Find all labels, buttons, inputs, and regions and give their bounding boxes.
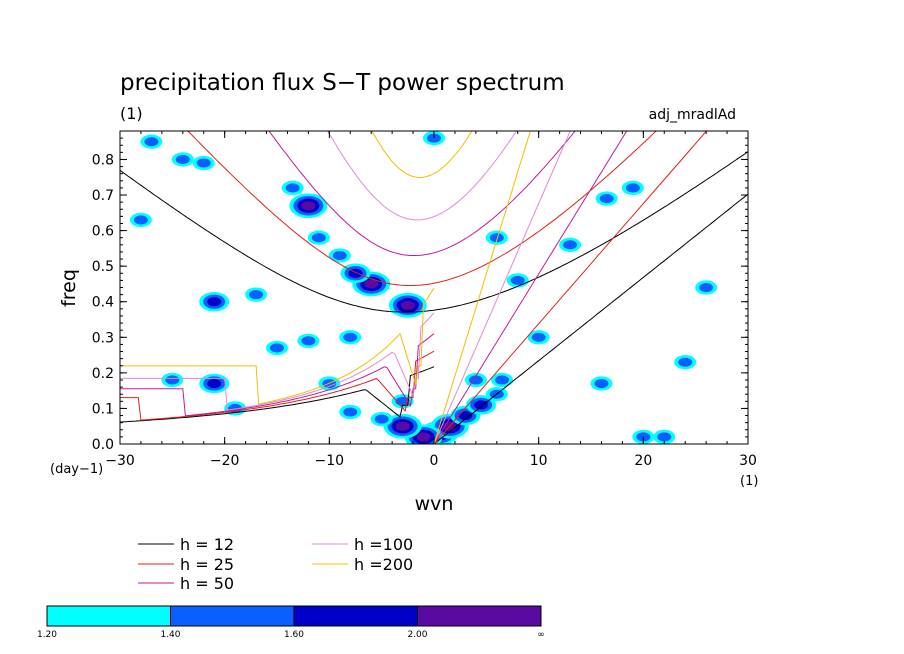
- power-contour: [144, 137, 159, 147]
- colorbar-label: ∞: [537, 630, 545, 640]
- y-tick-label: 0.1: [92, 401, 114, 417]
- power-contour: [416, 432, 431, 442]
- power-contour: [207, 297, 222, 307]
- power-contour: [175, 154, 190, 165]
- power-contour: [364, 279, 379, 289]
- power-contour: [343, 332, 358, 342]
- mixed-rossby-gravity-curve: [120, 287, 435, 405]
- inertio-gravity-curve: [120, 151, 748, 313]
- power-contour: [427, 133, 441, 143]
- dispersion-curves: [120, 131, 748, 444]
- x-unit-label: (1): [740, 474, 758, 489]
- power-contour: [400, 300, 415, 310]
- chart-title: precipitation flux S−T power spectrum: [120, 70, 565, 96]
- colorbar-label: 1.40: [160, 630, 180, 640]
- power-contour: [678, 357, 693, 367]
- power-contour: [196, 158, 211, 168]
- legend-label: h = 50: [180, 574, 234, 593]
- power-contour: [489, 233, 504, 243]
- mixed-rossby-gravity-curve: [120, 312, 435, 411]
- legend-label: h =200: [354, 555, 413, 574]
- kelvin-curve: [433, 131, 531, 444]
- power-contour: [495, 375, 510, 385]
- colorbar-label: 1.60: [284, 630, 304, 640]
- inertio-gravity-curve: [371, 131, 473, 179]
- legend-label: h = 25: [180, 555, 234, 574]
- power-contour: [657, 432, 672, 442]
- colorbar-label: 2.00: [407, 630, 427, 640]
- y-tick-label: 0.3: [92, 330, 114, 346]
- x-tick-label: 30: [739, 453, 757, 469]
- y-axis-label: freq: [58, 269, 80, 307]
- power-contour: [563, 240, 578, 250]
- power-contour: [301, 336, 316, 346]
- y-tick-label: 0.8: [92, 152, 114, 168]
- power-contour: [301, 201, 316, 211]
- power-contours: [129, 131, 718, 444]
- x-tick-label: 0: [430, 453, 439, 469]
- mixed-rossby-gravity-curve: [120, 366, 435, 423]
- plot-frame: [119, 130, 749, 445]
- x-tick-label: 10: [530, 453, 548, 469]
- y-tick-label: 0.5: [92, 259, 114, 275]
- colorbar-swatch: [46, 605, 171, 627]
- colorbar: 1.20 1.40 1.60 2.00 ∞: [37, 605, 545, 640]
- legend-label: h = 12: [180, 535, 234, 554]
- power-contour: [311, 233, 326, 243]
- colorbar-swatch: [417, 605, 542, 627]
- power-contour: [343, 407, 358, 417]
- power-contour: [249, 290, 264, 300]
- power-contour: [699, 282, 714, 293]
- mixed-rossby-gravity-curve: [120, 333, 435, 417]
- power-contour: [133, 215, 148, 225]
- x-tick-label: −30: [105, 453, 135, 469]
- y-tick-label: 0.7: [92, 188, 114, 204]
- power-contour: [474, 400, 489, 410]
- inertio-gravity-curve: [327, 131, 517, 221]
- y-tick-label: 0.0: [92, 437, 114, 453]
- y-tick-label: 0.2: [92, 366, 114, 382]
- x-tick-label: 20: [634, 453, 652, 469]
- power-contour: [625, 183, 640, 193]
- power-contour: [332, 250, 347, 261]
- kelvin-curve: [433, 131, 628, 444]
- colorbar-label: 1.20: [37, 630, 57, 640]
- inertio-gravity-curve: [268, 131, 576, 256]
- y-tick-label: 0.6: [92, 224, 114, 240]
- power-contour: [270, 343, 284, 353]
- power-contour: [285, 183, 300, 193]
- units-label: (1): [120, 104, 143, 123]
- colorbar-swatch: [170, 605, 295, 627]
- power-contour: [395, 421, 410, 431]
- power-contour: [599, 194, 614, 204]
- power-contour: [594, 378, 609, 389]
- power-contour: [510, 275, 525, 285]
- kelvin-curve: [433, 193, 748, 444]
- power-contour: [165, 375, 180, 385]
- inertio-gravity-curve: [187, 131, 657, 286]
- legend-label: h =100: [354, 535, 413, 554]
- x-axis-label: wvn: [415, 493, 454, 515]
- y-unit-label: (day−1): [50, 462, 103, 477]
- x-tick-label: −20: [210, 453, 240, 469]
- power-contour: [636, 432, 651, 442]
- y-tick-label: 0.4: [92, 295, 114, 311]
- model-label: adj_mradlAd: [649, 107, 736, 123]
- power-contour: [531, 332, 546, 342]
- plot-area: [120, 131, 748, 444]
- x-tick-label: −10: [315, 453, 345, 469]
- power-contour: [207, 378, 222, 389]
- power-contour: [458, 410, 473, 421]
- axis-ticks: [119, 131, 749, 445]
- kelvin-curve: [433, 131, 571, 444]
- axis-tick-labels: −30 −20 −10 0 10 20 30 0.0 0.1 0.2 0.3 0.4 0.5 0.6 0.7…: [92, 152, 757, 469]
- kelvin-curve: [433, 131, 708, 444]
- power-contour: [374, 414, 389, 424]
- mixed-rossby-gravity-curve: [120, 350, 435, 421]
- colorbar-swatch: [293, 605, 418, 627]
